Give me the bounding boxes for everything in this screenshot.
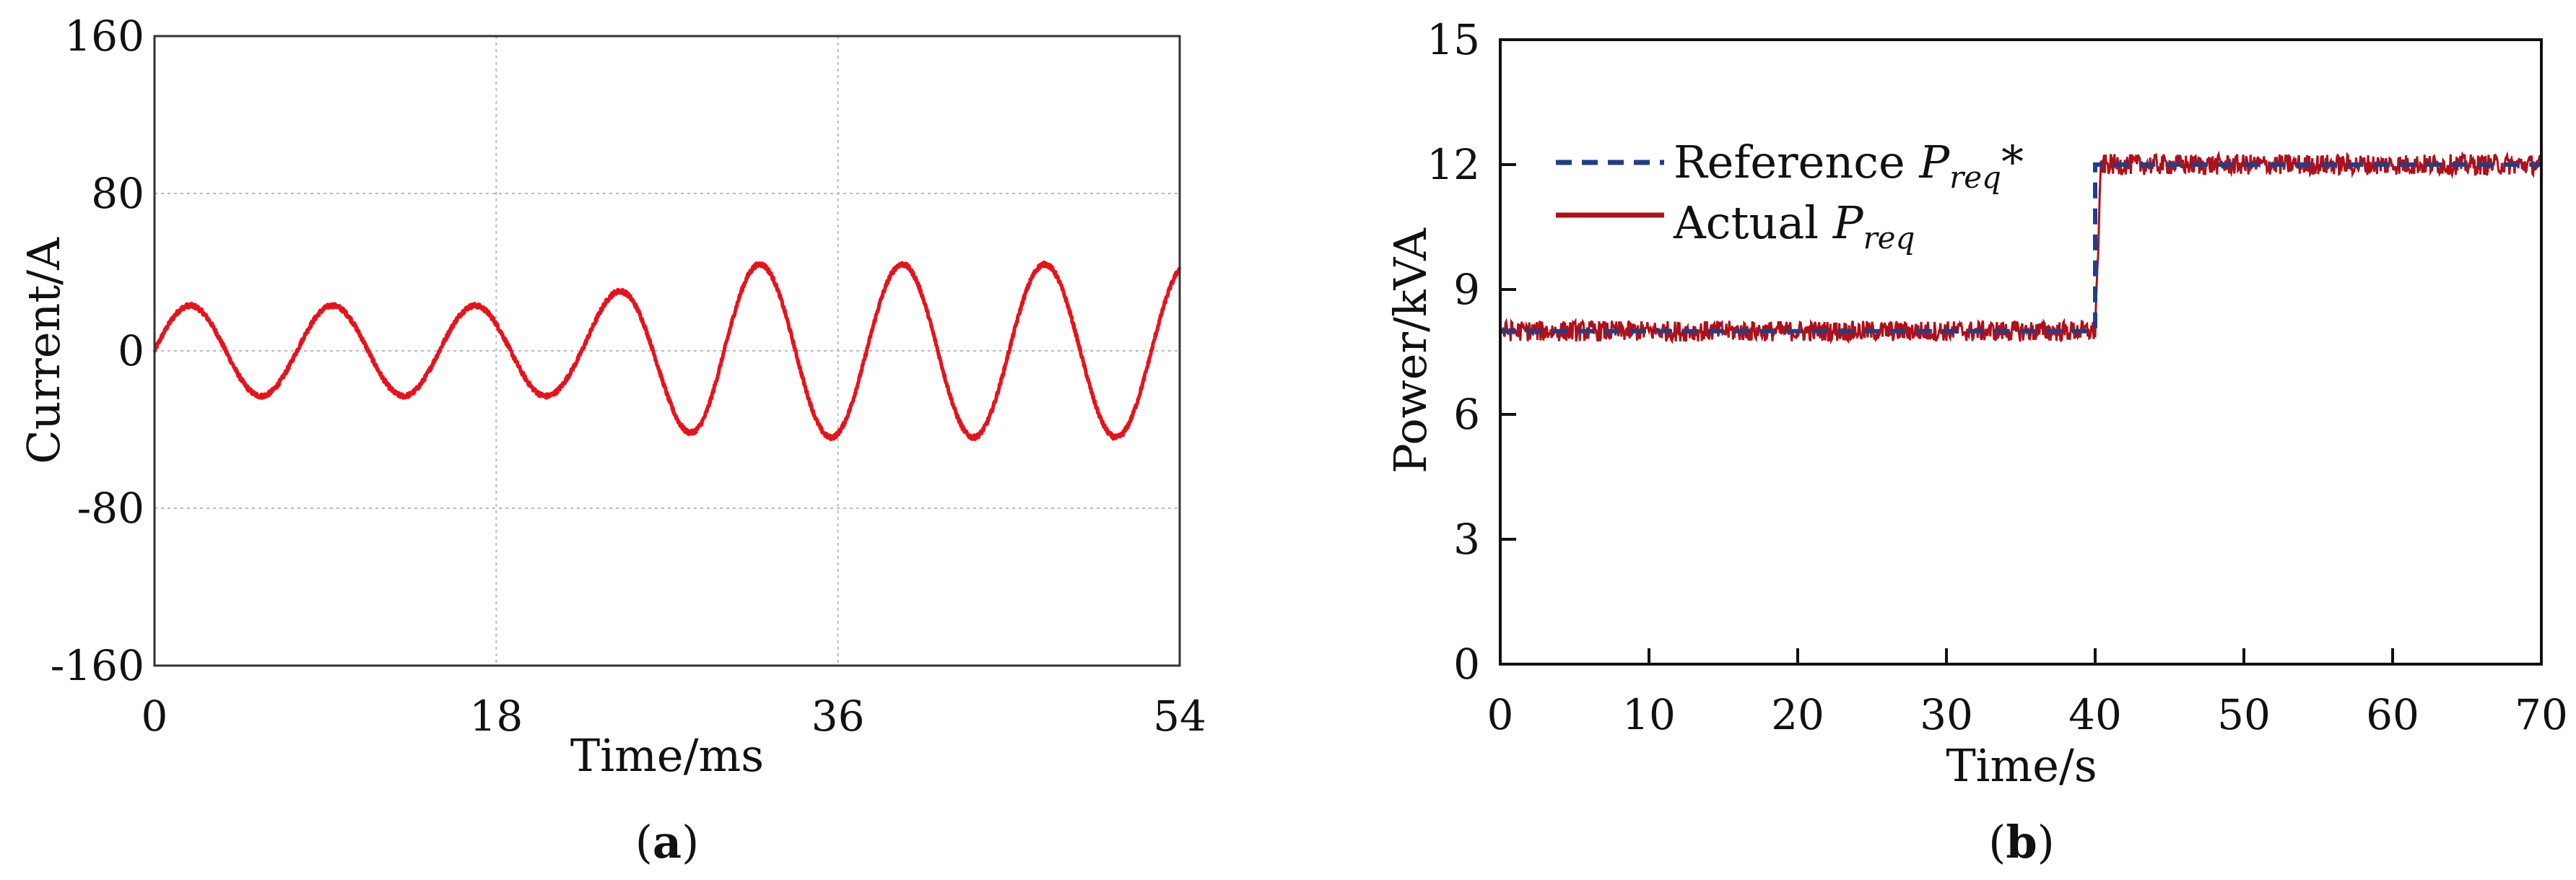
b-y-tick-label: 3 <box>1453 515 1480 564</box>
a-y-tick-label: 160 <box>64 12 144 61</box>
a-y-axis-label: Current/A <box>17 237 70 464</box>
b-actual-line <box>1499 150 2543 345</box>
b-x-tick-label: 30 <box>1920 690 1973 739</box>
legend-reference-label: Reference Preq* <box>1674 136 2024 195</box>
b-y-tick-label: 9 <box>1453 265 1480 314</box>
b-x-tick-label: 0 <box>1487 690 1514 739</box>
b-x-tick-label: 40 <box>2068 690 2122 739</box>
a-series-current <box>152 260 1182 442</box>
b-legend: Reference Preq* Actual Preq <box>1556 136 2024 256</box>
legend-actual-label: Actual Preq <box>1673 196 1915 256</box>
a-x-tick-label: 0 <box>142 692 168 741</box>
b-x-tick-labels: 0 10 20 30 40 50 60 70 <box>1487 690 2568 739</box>
a-y-tick-labels: -160 -80 0 80 160 <box>51 12 144 690</box>
chart-panel-b: 0 3 6 9 12 15 0 10 20 30 40 50 60 70 Reference Preq*… <box>1384 15 2568 868</box>
a-x-tick-label: 54 <box>1153 692 1206 741</box>
a-plot-frame <box>153 35 1181 667</box>
b-series-group <box>1499 150 2543 345</box>
b-y-tick-label: 12 <box>1427 140 1480 189</box>
b-x-tick-label: 10 <box>1622 690 1676 739</box>
b-x-axis-label: Time/s <box>1946 739 2097 792</box>
a-subcaption: (a) <box>635 816 700 868</box>
a-x-tick-label: 18 <box>469 692 523 741</box>
a-y-tick-label: 80 <box>91 169 144 218</box>
b-x-tick-label: 60 <box>2366 690 2419 739</box>
a-x-axis-label: Time/ms <box>570 729 764 782</box>
b-subcaption: (b) <box>1988 816 2055 868</box>
b-plot-frame <box>1499 38 2543 666</box>
a-current-line <box>152 260 1182 442</box>
b-y-tick-label: 0 <box>1453 640 1480 689</box>
a-gridlines <box>155 36 1180 666</box>
b-x-tick-label: 70 <box>2515 690 2568 739</box>
b-x-tick-label: 50 <box>2217 690 2271 739</box>
a-y-tick-label: 0 <box>118 326 144 375</box>
b-y-tick-labels: 0 3 6 9 12 15 <box>1427 15 1480 689</box>
a-y-tick-label: -160 <box>51 641 144 690</box>
b-reference-line <box>1500 162 2541 334</box>
a-x-tick-label: 36 <box>811 692 865 741</box>
b-y-tick-label: 15 <box>1427 15 1480 64</box>
a-y-tick-label: -80 <box>77 484 144 533</box>
b-y-axis-label: Power/kVA <box>1384 227 1437 474</box>
a-x-tick-labels: 0 18 36 54 <box>142 692 1206 741</box>
b-x-tick-label: 20 <box>1771 690 1824 739</box>
b-tick-marks <box>1499 38 2543 666</box>
b-y-tick-label: 6 <box>1453 390 1480 439</box>
